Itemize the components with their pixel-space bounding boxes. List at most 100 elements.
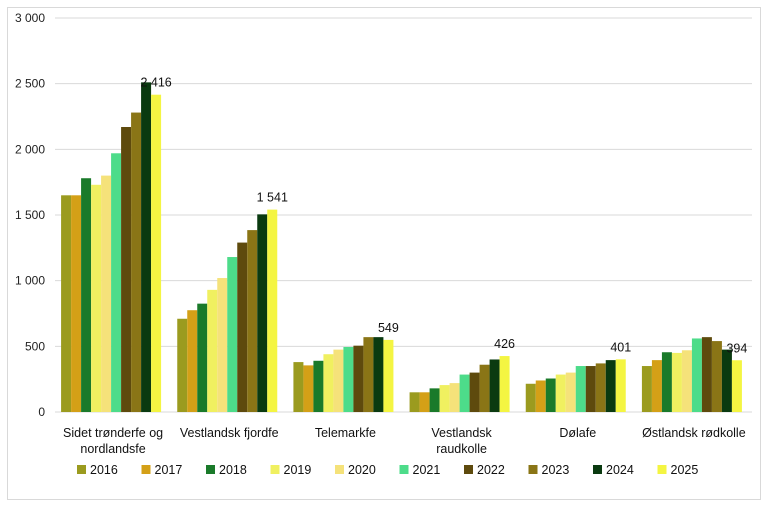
legend-label: 2019 <box>284 463 312 477</box>
bar <box>565 372 576 412</box>
bar <box>535 380 546 412</box>
y-tick-label: 3 000 <box>15 11 45 25</box>
bar <box>595 363 606 412</box>
bar <box>575 366 586 412</box>
bar <box>681 350 692 412</box>
bar <box>691 338 702 412</box>
data-label: 401 <box>610 340 631 354</box>
bar <box>409 392 420 412</box>
y-tick-label: 1 000 <box>15 274 45 288</box>
y-tick-label: 2 500 <box>15 77 45 91</box>
y-tick-label: 500 <box>25 339 45 353</box>
bar <box>731 360 742 412</box>
category-label: Østlandsk rødkolle <box>642 426 746 440</box>
data-label: 394 <box>726 341 747 355</box>
legend-swatch <box>206 465 215 474</box>
bar <box>313 360 324 412</box>
bar <box>641 366 652 412</box>
bar <box>651 360 662 412</box>
category-label: raudkolle <box>436 442 487 456</box>
legend-label: 2018 <box>219 463 247 477</box>
bar <box>479 364 490 412</box>
bar <box>187 310 198 412</box>
category-label: Telemarkfe <box>315 426 376 440</box>
bar <box>197 303 208 412</box>
bar <box>701 337 712 412</box>
bar <box>61 195 72 412</box>
bar <box>449 383 460 412</box>
bar <box>101 175 112 412</box>
bar <box>303 365 314 412</box>
legend-label: 2025 <box>671 463 699 477</box>
category-label: Sidet trønderfe og <box>63 426 163 440</box>
data-label: 549 <box>378 321 399 335</box>
gridlines <box>55 17 752 413</box>
bar <box>71 195 82 412</box>
bar <box>525 383 536 412</box>
y-tick-label: 2 000 <box>15 142 45 156</box>
y-tick-label: 1 500 <box>15 208 45 222</box>
legend-swatch <box>593 465 602 474</box>
bar <box>419 392 430 412</box>
bar <box>721 349 732 412</box>
bar <box>429 388 440 412</box>
category-label: Vestlandsk <box>431 426 492 440</box>
bar <box>237 242 248 412</box>
legend: 2016 2017 2018 2019 2020 2021 2022 2023 2024 2025 <box>77 463 698 477</box>
bar <box>661 352 672 412</box>
bar <box>217 278 228 412</box>
data-label: 426 <box>494 337 515 351</box>
bar <box>373 337 384 412</box>
bar <box>353 345 364 412</box>
bar <box>141 82 152 412</box>
bar <box>439 385 450 412</box>
legend-label: 2020 <box>348 463 376 477</box>
legend-swatch <box>528 465 538 474</box>
bar <box>121 127 132 413</box>
bar <box>343 346 354 412</box>
data-label: 1 541 <box>257 191 288 205</box>
bar <box>111 153 122 413</box>
legend-label: 2022 <box>477 463 505 477</box>
legend-swatch <box>335 465 344 474</box>
bar <box>605 360 616 412</box>
bar <box>151 94 162 412</box>
legend-swatch <box>657 465 667 474</box>
bar <box>615 359 626 412</box>
legend-swatch <box>141 465 151 474</box>
category-label: nordlandsfe <box>80 442 145 456</box>
legend-label: 2021 <box>413 463 441 477</box>
bar <box>585 366 596 412</box>
bar <box>247 230 258 412</box>
data-label: 2 416 <box>140 76 171 90</box>
data-labels: 2 416 1 541 549 426 401 394 <box>140 76 747 356</box>
bar <box>459 374 470 412</box>
bar <box>555 374 566 412</box>
bar <box>257 214 268 412</box>
bar <box>267 209 278 412</box>
bars <box>61 82 742 413</box>
bar <box>545 378 556 412</box>
legend-swatch <box>270 465 280 474</box>
legend-swatch <box>464 465 473 474</box>
bar <box>293 362 304 412</box>
category-label: Dølafe <box>559 426 596 440</box>
legend-swatch <box>399 465 409 474</box>
bar <box>499 356 510 412</box>
bar <box>81 178 92 412</box>
bar <box>131 112 142 412</box>
bar <box>333 349 344 412</box>
bar <box>489 359 500 412</box>
bar <box>227 257 238 412</box>
bar <box>469 372 480 412</box>
bar <box>383 339 394 412</box>
y-tick-label: 0 <box>38 405 45 419</box>
bar <box>177 318 188 412</box>
legend-label: 2017 <box>155 463 183 477</box>
category-labels: Sidet trønderfe og nordlandsfe Vestlandsk … <box>63 426 746 456</box>
legend-label: 2023 <box>542 463 570 477</box>
legend-label: 2016 <box>90 463 118 477</box>
bar <box>671 352 682 412</box>
bar <box>91 184 102 412</box>
